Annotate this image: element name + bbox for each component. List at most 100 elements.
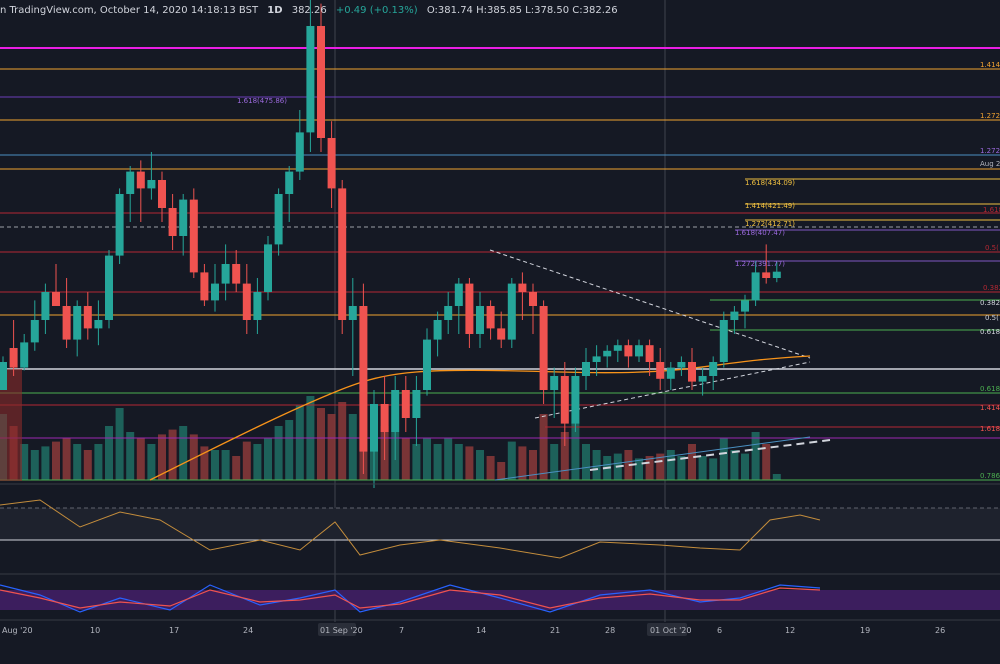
volume-bar	[677, 456, 686, 480]
volume-bar	[635, 458, 643, 480]
candle	[115, 188, 124, 264]
candle	[105, 250, 113, 329]
volume-bar	[719, 438, 728, 480]
fib-label-1272-391: 1.272(391.77)	[735, 260, 785, 268]
candle	[592, 345, 601, 376]
candle-body	[274, 194, 283, 245]
candle	[62, 278, 71, 348]
right-label-1414-red: 1.414(	[980, 404, 1000, 412]
volume-bar	[444, 438, 453, 480]
candle-body	[62, 306, 71, 340]
right-label-0786: 0.786(	[980, 472, 1000, 480]
volume-bar	[327, 414, 336, 480]
volume-bar	[486, 456, 495, 480]
candle-body	[719, 320, 728, 362]
candle-body	[370, 404, 378, 452]
candle-body	[751, 272, 760, 301]
candle	[285, 166, 294, 222]
volume-bar	[232, 456, 241, 480]
candle	[507, 278, 516, 348]
candle	[317, 3, 325, 152]
volume-bar	[200, 446, 209, 480]
volume-bar	[94, 444, 103, 480]
volume-bar	[582, 444, 590, 480]
stoch-band	[0, 590, 1000, 610]
x-tick-oct-bg	[647, 623, 687, 636]
candle-body	[486, 306, 495, 329]
volume-bar	[348, 414, 357, 480]
header-last: 382.26	[291, 5, 327, 16]
fib-label-1618-475: 1.618(475.86)	[237, 97, 287, 105]
volume-bar	[539, 414, 548, 480]
candle-body	[444, 306, 453, 320]
left-volume-block	[0, 369, 22, 481]
candle-body	[412, 390, 421, 418]
volume-bar	[105, 426, 113, 480]
volume-bar	[221, 450, 230, 480]
volume-trendline	[589, 439, 831, 471]
candle	[571, 367, 580, 432]
right-label-1414-top: 1.414(	[980, 61, 1000, 69]
volume-bar	[730, 450, 739, 480]
right-label-1618-red-low: 1.618(	[980, 425, 1000, 433]
candle-body	[264, 244, 272, 292]
candle	[486, 300, 495, 340]
candle	[582, 348, 590, 390]
candle	[179, 194, 188, 256]
ascending-trendline	[534, 361, 811, 419]
volume-bar	[73, 444, 82, 480]
candle	[9, 320, 18, 376]
candle-body	[401, 390, 410, 418]
candle	[603, 345, 612, 368]
candle-body	[115, 194, 124, 256]
candle	[465, 278, 474, 348]
volume-bar	[136, 438, 145, 480]
candle	[529, 283, 537, 334]
volume-bar	[666, 450, 675, 480]
x-tick-sep: 01 Sep '20	[320, 626, 363, 635]
candle	[423, 328, 431, 396]
volume-bar	[211, 450, 219, 480]
volume-bar	[253, 444, 262, 480]
volume-bar	[62, 438, 71, 480]
volume-bar	[518, 446, 527, 480]
candle	[147, 152, 156, 200]
candle-body	[9, 348, 18, 368]
stoch-k	[0, 584, 821, 613]
header-timeframe[interactable]: 1D	[267, 5, 283, 16]
candle	[454, 278, 463, 334]
candles[interactable]	[0, 0, 781, 488]
candle	[242, 264, 251, 334]
candle	[539, 300, 548, 404]
volume-bar	[274, 426, 283, 480]
candle	[73, 300, 82, 357]
candle-body	[0, 362, 7, 390]
candle-body	[158, 180, 166, 208]
candle-body	[762, 272, 771, 278]
x-tick-21: 21	[550, 626, 560, 635]
candle-body	[147, 180, 156, 189]
candle-body	[200, 272, 209, 301]
candle	[391, 376, 400, 460]
candle-body	[603, 350, 612, 357]
volume-bar	[189, 434, 198, 480]
candle	[497, 311, 506, 348]
candle-body	[359, 306, 368, 452]
candle-body	[529, 292, 537, 306]
candle	[30, 300, 39, 351]
right-label-05: 0.5(	[985, 314, 999, 322]
header-change: +0.49 (+0.13%)	[335, 5, 418, 16]
candle	[327, 121, 336, 208]
candle-body	[560, 376, 569, 424]
volume-bar	[412, 444, 421, 480]
candle-body	[550, 376, 559, 390]
candle-body	[497, 328, 506, 340]
volume-bar	[158, 434, 166, 480]
candle	[94, 300, 103, 346]
volume-bar	[401, 438, 410, 480]
x-tick-17: 17	[169, 626, 179, 635]
volume-blue-line	[494, 436, 811, 481]
candle	[762, 244, 771, 284]
